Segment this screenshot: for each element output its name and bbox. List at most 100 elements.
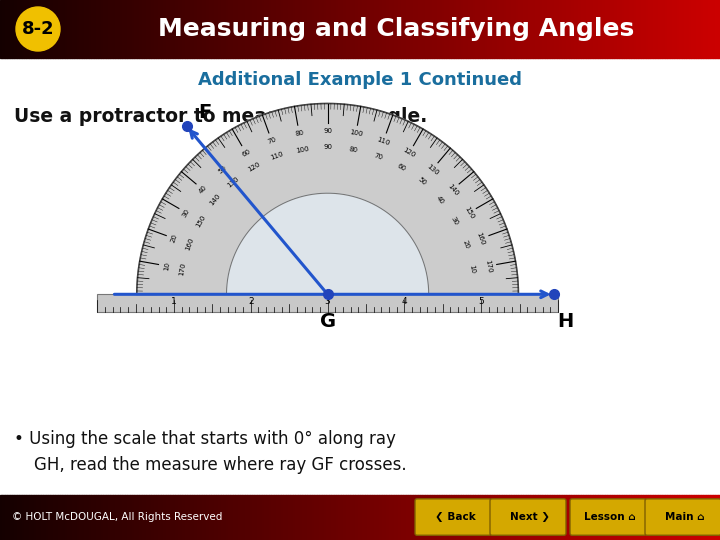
Bar [603, 0, 605, 58]
Bar [233, 0, 235, 58]
Bar [17, 495, 19, 540]
Bar [238, 0, 240, 58]
Bar [430, 495, 432, 540]
Bar [9, 0, 12, 58]
Text: G: G [320, 312, 336, 332]
Bar [266, 0, 269, 58]
Text: 110: 110 [376, 136, 391, 146]
Bar [209, 495, 211, 540]
Bar [396, 495, 398, 540]
Bar [137, 495, 139, 540]
Polygon shape [227, 193, 428, 294]
Bar [495, 0, 497, 58]
Bar [286, 495, 288, 540]
Bar [48, 0, 50, 58]
Bar [454, 0, 456, 58]
Bar [338, 495, 341, 540]
Bar [595, 495, 598, 540]
Bar [427, 495, 430, 540]
Bar [283, 495, 286, 540]
Bar [473, 495, 475, 540]
Bar [549, 0, 552, 58]
Bar [456, 495, 459, 540]
Bar [477, 0, 480, 58]
Bar [94, 0, 96, 58]
Bar [14, 495, 17, 540]
Bar [377, 0, 379, 58]
Bar [482, 0, 485, 58]
Bar [576, 495, 578, 540]
Text: 3: 3 [325, 297, 330, 306]
Bar [358, 495, 360, 540]
Bar [511, 495, 513, 540]
Bar [684, 495, 686, 540]
Bar [322, 495, 324, 540]
FancyBboxPatch shape [570, 499, 646, 535]
Bar [401, 495, 403, 540]
Bar [302, 0, 305, 58]
Bar [189, 495, 192, 540]
Bar [509, 0, 511, 58]
Bar [74, 495, 77, 540]
Bar [261, 495, 264, 540]
Bar [492, 0, 495, 58]
Bar [706, 495, 708, 540]
Bar [653, 495, 655, 540]
Bar [459, 495, 461, 540]
Bar [149, 495, 151, 540]
Text: 40: 40 [435, 194, 445, 205]
Bar [67, 0, 70, 58]
Bar [125, 495, 127, 540]
Bar [655, 0, 657, 58]
Bar [297, 495, 300, 540]
Bar [166, 495, 168, 540]
Bar [276, 495, 279, 540]
Bar [266, 495, 269, 540]
Text: Measuring and Classifying Angles: Measuring and Classifying Angles [158, 17, 634, 41]
Bar [91, 0, 94, 58]
Bar [168, 495, 171, 540]
Bar [168, 0, 171, 58]
Bar [372, 495, 374, 540]
Bar [283, 0, 286, 58]
Bar [384, 0, 387, 58]
Bar [425, 0, 427, 58]
Bar [648, 495, 650, 540]
Text: 140: 140 [209, 193, 222, 207]
Bar [19, 0, 22, 58]
Bar [374, 0, 377, 58]
Bar [27, 0, 29, 58]
Bar [269, 0, 271, 58]
Bar [533, 0, 535, 58]
Text: 30: 30 [181, 207, 192, 218]
Bar [607, 0, 610, 58]
Bar [379, 495, 382, 540]
Bar [211, 0, 214, 58]
Bar [202, 495, 204, 540]
Bar [331, 495, 333, 540]
Bar [127, 0, 130, 58]
Bar [372, 0, 374, 58]
Bar [144, 0, 146, 58]
Bar [117, 0, 120, 58]
Bar [715, 495, 718, 540]
Bar [408, 0, 410, 58]
Circle shape [16, 7, 60, 51]
Bar [595, 0, 598, 58]
Bar [70, 0, 72, 58]
Bar [585, 0, 588, 58]
Bar [31, 495, 34, 540]
Text: 80: 80 [348, 146, 358, 153]
Bar [38, 495, 41, 540]
Text: 130: 130 [226, 175, 240, 188]
Bar [197, 0, 199, 58]
Bar [466, 495, 468, 540]
Bar [197, 495, 199, 540]
Bar [362, 495, 365, 540]
Bar [506, 0, 509, 58]
Bar [451, 0, 454, 58]
Bar [526, 0, 528, 58]
Bar [132, 0, 135, 58]
Bar [276, 0, 279, 58]
Bar [89, 0, 91, 58]
